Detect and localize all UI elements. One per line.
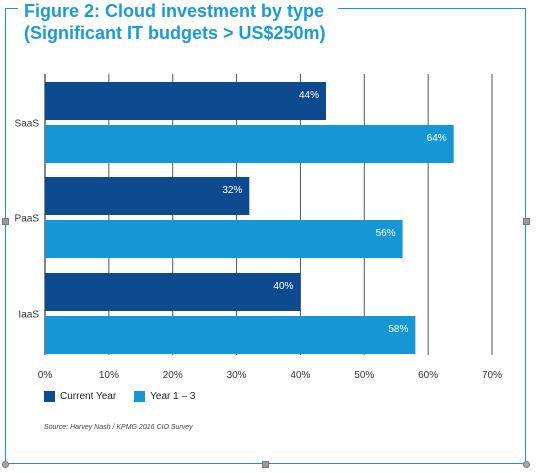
x-tick-label-50: 50% bbox=[354, 370, 374, 381]
category-label-paas: PaaS bbox=[15, 214, 40, 225]
resize-handle-bottom[interactable] bbox=[262, 461, 269, 468]
resize-handle-bottom-right[interactable] bbox=[523, 461, 530, 468]
bars bbox=[45, 82, 454, 354]
data-labels: 44% 64% 32% 56% 40% 58% bbox=[222, 90, 446, 335]
legend-swatch-current-year bbox=[44, 391, 55, 402]
data-label-paas-current-year: 32% bbox=[222, 185, 242, 196]
x-tick-label-0: 0% bbox=[38, 370, 53, 381]
category-label-iaas: IaaS bbox=[18, 310, 39, 321]
bar-paas-current-year bbox=[45, 177, 250, 215]
bar-saas-year-1-3 bbox=[45, 125, 454, 163]
bar-iaas-current-year bbox=[45, 273, 301, 311]
chart-title: Figure 2: Cloud investment by type (Sign… bbox=[18, 0, 338, 44]
resize-handle-bottom-left[interactable] bbox=[2, 461, 9, 468]
legend-label-year-1-3: Year 1 – 3 bbox=[150, 391, 196, 402]
legend-item-year-1-3: Year 1 – 3 bbox=[134, 391, 195, 402]
data-label-iaas-year-1-3: 58% bbox=[388, 324, 408, 335]
x-tick-label-30: 30% bbox=[227, 370, 247, 381]
category-label-saas: SaaS bbox=[15, 119, 40, 130]
data-label-paas-year-1-3: 56% bbox=[376, 228, 396, 239]
data-label-saas-current-year: 44% bbox=[299, 90, 319, 101]
x-tick-label-60: 60% bbox=[418, 370, 438, 381]
chart-title-line-2: (Significant IT budgets > US$250m) bbox=[24, 23, 326, 43]
x-tick-label-20: 20% bbox=[163, 370, 183, 381]
legend: Current Year Year 1 – 3 bbox=[44, 391, 213, 402]
x-tick-label-10: 10% bbox=[99, 370, 119, 381]
bar-saas-current-year bbox=[45, 82, 326, 120]
bar-paas-year-1-3 bbox=[45, 220, 403, 258]
legend-item-current-year: Current Year bbox=[44, 391, 116, 402]
x-tick-labels: 0% 10% 20% 30% 40% 50% 60% 70% bbox=[38, 370, 502, 381]
chart-title-line-1: Figure 2: Cloud investment by type bbox=[24, 1, 325, 21]
category-labels: SaaS PaaS IaaS bbox=[15, 119, 40, 321]
legend-label-current-year: Current Year bbox=[60, 391, 117, 402]
legend-swatch-year-1-3 bbox=[134, 391, 146, 402]
resize-handle-right[interactable] bbox=[523, 218, 530, 225]
x-tick-label-40: 40% bbox=[290, 370, 310, 381]
data-label-iaas-current-year: 40% bbox=[273, 281, 293, 292]
data-label-saas-year-1-3: 64% bbox=[427, 133, 447, 144]
source-note: Source: Harvey Nash / KPMG 2016 CIO Surv… bbox=[44, 424, 193, 431]
x-tick-label-70: 70% bbox=[482, 370, 502, 381]
bar-iaas-year-1-3 bbox=[45, 316, 416, 354]
resize-handle-left[interactable] bbox=[2, 218, 9, 225]
